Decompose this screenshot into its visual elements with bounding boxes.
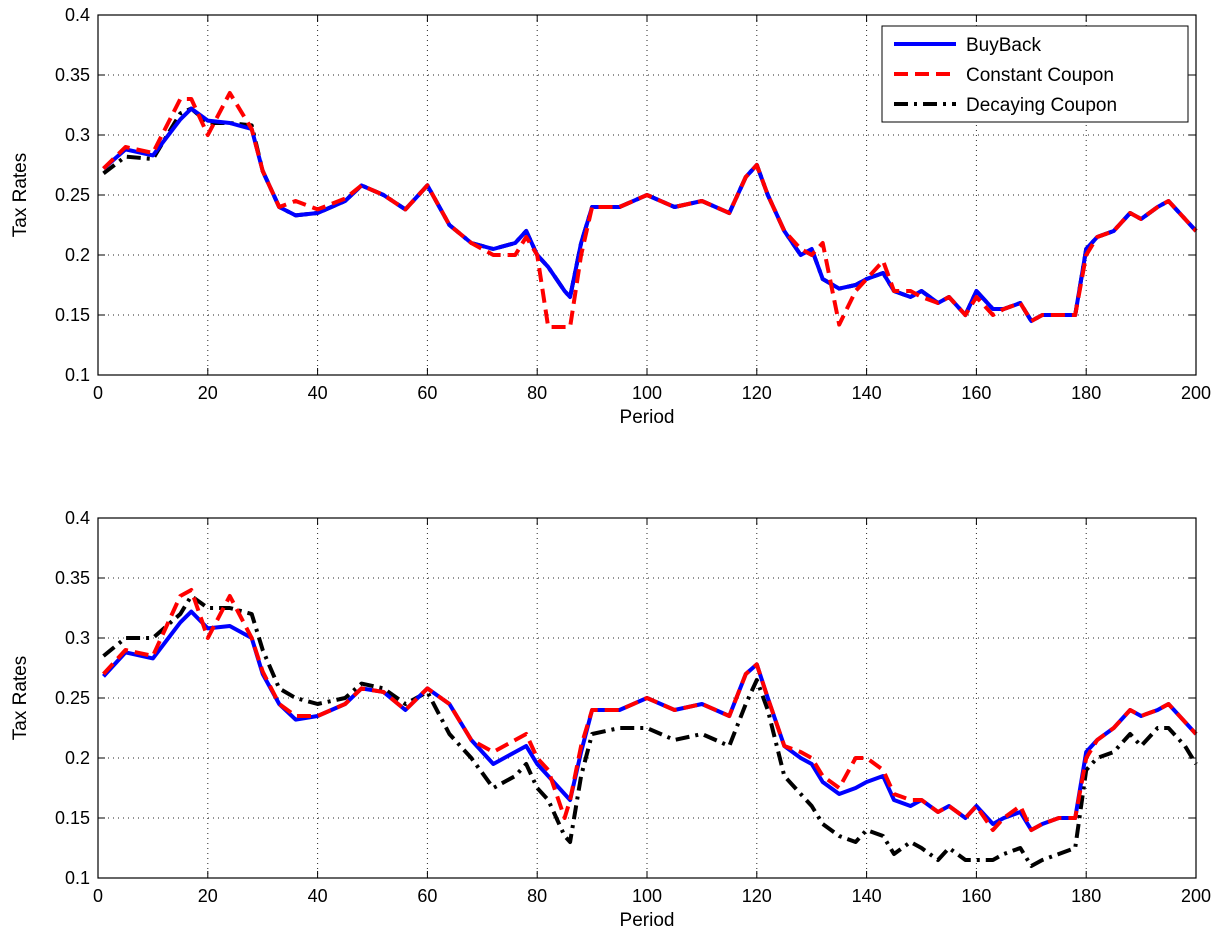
top-x-tick-label: 120 (742, 383, 772, 403)
bottom-x-tick-label: 120 (742, 886, 772, 906)
bottom-y-tick-label: 0.15 (55, 808, 90, 828)
bottom-x-tick-label: 100 (632, 886, 662, 906)
bottom-y-tick-label: 0.4 (65, 508, 90, 528)
top-x-tick-label: 20 (198, 383, 218, 403)
bottom-x-tick-label: 0 (93, 886, 103, 906)
bottom-x-axis-label: Period (620, 910, 675, 931)
bottom-subplot: 0 20 40 60 80 100 120 140 160 180 200 0.1 0.15 0.2 0.2… (10, 508, 1211, 931)
legend: BuyBack Constant Coupon Decaying Coupon (881, 25, 1189, 123)
bottom-ticks: 0 20 40 60 80 100 120 140 160 180 200 0.1 0.15 0.2 0.2… (55, 508, 1211, 906)
bottom-x-tick-label: 80 (527, 886, 547, 906)
top-x-tick-label: 60 (417, 383, 437, 403)
top-x-tick-label: 40 (308, 383, 328, 403)
top-x-axis-label: Period (620, 407, 675, 428)
top-y-tick-label: 0.35 (55, 65, 90, 85)
top-subplot: 0 20 40 60 80 100 120 140 160 180 200 0.1 0.15 0.2 0.2… (10, 5, 1211, 428)
top-ticks: 0 20 40 60 80 100 120 140 160 180 200 0.1 0.15 0.2 0.2… (55, 5, 1211, 403)
bottom-series-constant-coupon (102, 588, 1198, 832)
bottom-x-tick-label: 140 (852, 886, 882, 906)
bottom-x-tick-label: 60 (417, 886, 437, 906)
bottom-x-tick-label: 40 (308, 886, 328, 906)
bottom-y-tick-label: 0.2 (65, 748, 90, 768)
top-y-tick-label: 0.1 (65, 365, 90, 385)
top-x-tick-label: 180 (1071, 383, 1101, 403)
top-x-tick-label: 0 (93, 383, 103, 403)
top-x-tick-label: 160 (961, 383, 991, 403)
bottom-series-decaying-coupon (102, 594, 1198, 868)
top-y-axis-label: Tax Rates (10, 153, 31, 237)
top-y-tick-label: 0.15 (55, 305, 90, 325)
top-y-tick-label: 0.25 (55, 185, 90, 205)
bottom-y-axis-label: Tax Rates (10, 656, 31, 740)
bottom-x-tick-label: 20 (198, 886, 218, 906)
top-series-group (102, 91, 1198, 329)
legend-entry-constant-coupon: Constant Coupon (966, 65, 1114, 86)
top-x-tick-label: 140 (852, 383, 882, 403)
bottom-x-tick-label: 200 (1181, 886, 1211, 906)
legend-entry-decaying-coupon: Decaying Coupon (966, 95, 1117, 116)
top-y-tick-label: 0.4 (65, 5, 90, 25)
top-x-tick-label: 200 (1181, 383, 1211, 403)
bottom-y-tick-label: 0.3 (65, 628, 90, 648)
bottom-y-tick-label: 0.35 (55, 568, 90, 588)
top-x-tick-label: 100 (632, 383, 662, 403)
bottom-series-group (102, 588, 1198, 868)
top-x-tick-label: 80 (527, 383, 547, 403)
top-y-tick-label: 0.3 (65, 125, 90, 145)
top-y-tick-label: 0.2 (65, 245, 90, 265)
top-series-constant-coupon (102, 91, 1198, 329)
bottom-y-tick-label: 0.25 (55, 688, 90, 708)
bottom-x-tick-label: 160 (961, 886, 991, 906)
bottom-x-tick-label: 180 (1071, 886, 1101, 906)
bottom-y-tick-label: 0.1 (65, 868, 90, 888)
legend-entry-buyback: BuyBack (966, 35, 1041, 56)
bottom-grid (98, 518, 1196, 878)
